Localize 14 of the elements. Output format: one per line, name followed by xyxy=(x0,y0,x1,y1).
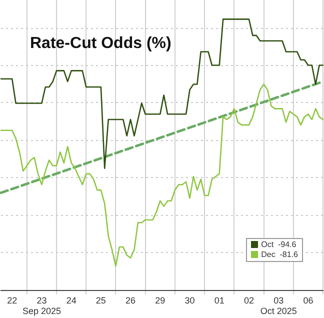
x-tick-label: 25 xyxy=(96,295,106,306)
x-tick-label: 26 xyxy=(126,295,136,306)
x-tick-label: 03 Oct 2025 xyxy=(260,295,297,316)
x-tick-label: 06 xyxy=(303,295,314,306)
legend-label: Oct -94.6 xyxy=(261,240,296,249)
x-tick-label: 23 Sep 2025 xyxy=(22,295,61,316)
text: Rate-Cut Odds (%) xyxy=(30,35,172,53)
x-tick-label: 02 xyxy=(244,295,254,306)
legend-label: Dec -81.6 xyxy=(261,250,298,259)
x-tick-label: 01 xyxy=(214,295,224,306)
x-tick-label: 22 xyxy=(7,295,18,306)
x-tick-label: 29 xyxy=(155,295,166,306)
x-tick-label: 24 xyxy=(66,295,76,306)
x-tick-label: 30 xyxy=(184,295,195,306)
